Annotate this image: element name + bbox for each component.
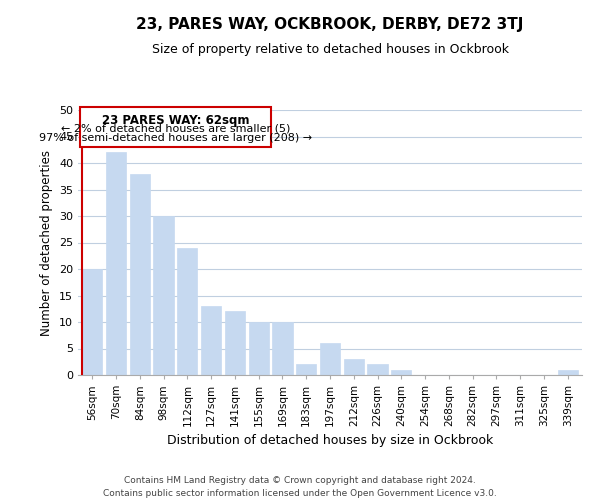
X-axis label: Distribution of detached houses by size in Ockbrook: Distribution of detached houses by size … [167, 434, 493, 448]
Bar [320, 343, 340, 375]
Bar [201, 306, 221, 375]
Text: 23 PARES WAY: 62sqm: 23 PARES WAY: 62sqm [102, 114, 249, 127]
Text: Size of property relative to detached houses in Ockbrook: Size of property relative to detached ho… [151, 42, 509, 56]
Bar [557, 370, 578, 375]
Text: 23, PARES WAY, OCKBROOK, DERBY, DE72 3TJ: 23, PARES WAY, OCKBROOK, DERBY, DE72 3TJ [136, 18, 524, 32]
Bar [367, 364, 388, 375]
Text: ← 2% of detached houses are smaller (5): ← 2% of detached houses are smaller (5) [61, 123, 290, 133]
Text: Contains HM Land Registry data © Crown copyright and database right 2024.: Contains HM Land Registry data © Crown c… [124, 476, 476, 485]
Text: Contains public sector information licensed under the Open Government Licence v3: Contains public sector information licen… [103, 489, 497, 498]
Bar [296, 364, 316, 375]
Bar [344, 359, 364, 375]
FancyBboxPatch shape [80, 108, 271, 147]
Bar [177, 248, 197, 375]
Bar [106, 152, 126, 375]
Y-axis label: Number of detached properties: Number of detached properties [40, 150, 53, 336]
Bar [130, 174, 150, 375]
Bar [248, 322, 269, 375]
Bar [154, 216, 173, 375]
Bar [82, 269, 103, 375]
Text: 97% of semi-detached houses are larger (208) →: 97% of semi-detached houses are larger (… [39, 133, 312, 143]
Bar [272, 322, 293, 375]
Bar [391, 370, 412, 375]
Bar [225, 312, 245, 375]
